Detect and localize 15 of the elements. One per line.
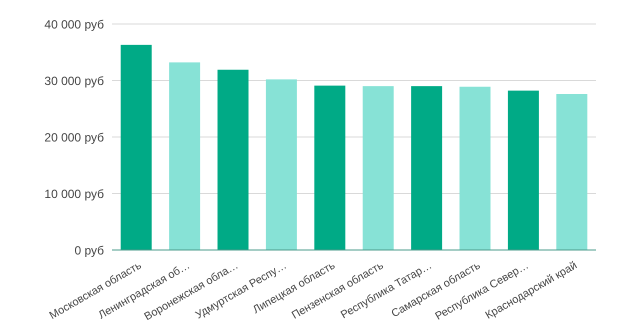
- bar: [556, 94, 588, 250]
- y-tick-label: 10 000 руб: [44, 186, 104, 201]
- bar: [314, 86, 346, 250]
- bar: [266, 79, 297, 250]
- bar: [218, 70, 249, 250]
- bar: [362, 86, 394, 250]
- bar: [169, 62, 200, 250]
- bar: [508, 90, 539, 250]
- y-tick-label: 20 000 руб: [44, 130, 104, 144]
- y-tick-label: 30 000 руб: [44, 74, 104, 88]
- bar: [411, 86, 442, 250]
- bar: [120, 44, 152, 250]
- bar: [460, 86, 491, 250]
- y-tick-label: 40 000 руб: [44, 17, 104, 32]
- y-tick-label: 0 руб: [74, 243, 104, 258]
